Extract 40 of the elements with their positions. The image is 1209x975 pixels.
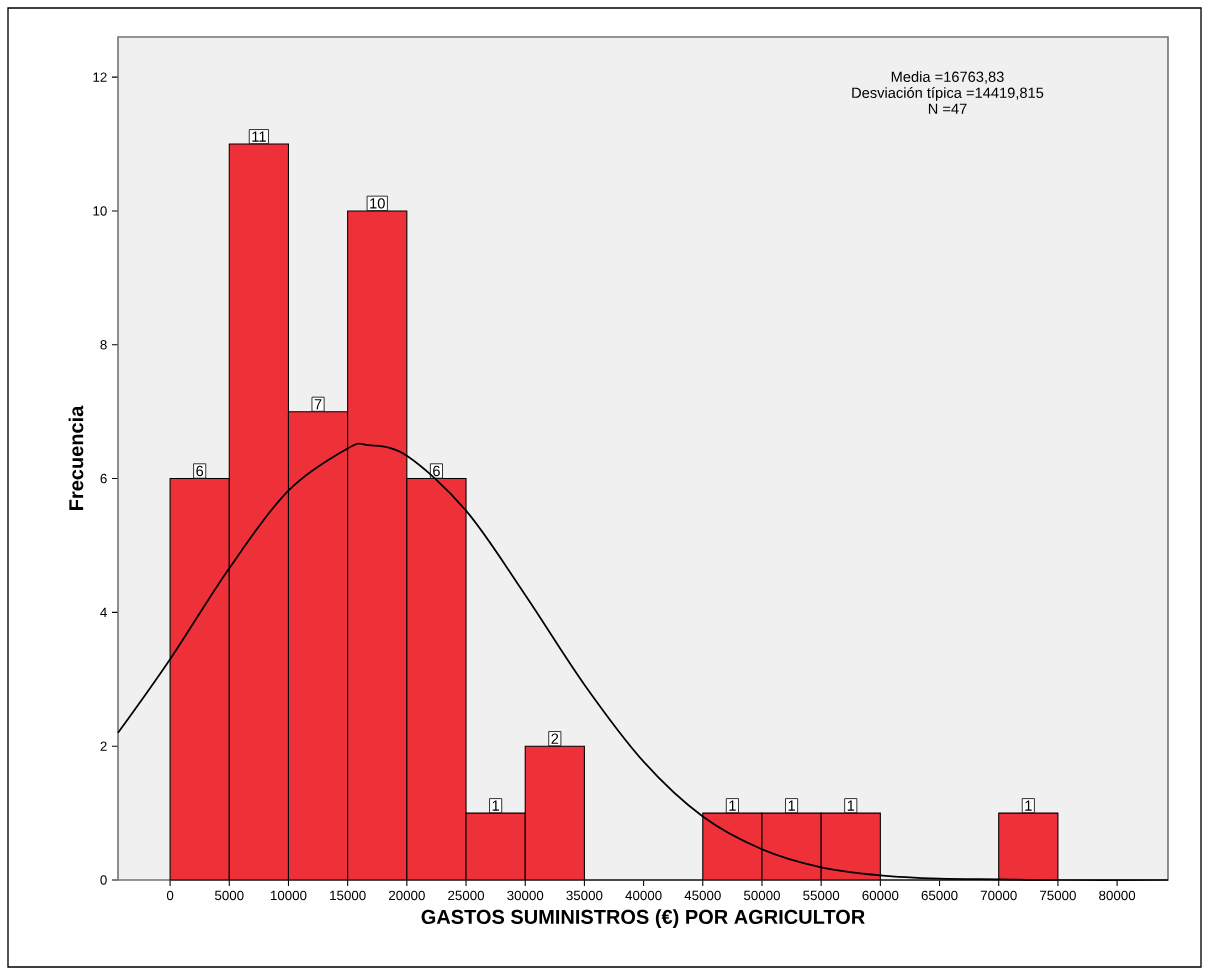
y-tick-label: 0 — [100, 875, 107, 885]
y-tick-label: 8 — [100, 340, 107, 350]
data-label: 1 — [1025, 800, 1032, 811]
x-tick-label: 20000 — [388, 890, 425, 901]
x-axis-title: GASTOS SUMINISTROS (€) POR AGRICULTOR — [421, 909, 865, 928]
x-tick-label: 40000 — [625, 890, 662, 901]
y-tick-label: 12 — [93, 72, 107, 82]
x-tick-label: 0 — [166, 890, 174, 901]
data-label: 6 — [433, 465, 440, 477]
x-tick-label: 25000 — [448, 890, 485, 901]
data-label: 1 — [492, 800, 499, 811]
x-tick-label: 50000 — [743, 890, 780, 901]
x-tick-label: 55000 — [803, 890, 840, 901]
annotation: Media =16763,83 — [891, 71, 1004, 84]
x-tick-label: 65000 — [921, 890, 958, 901]
x-tick-label: 75000 — [1040, 890, 1076, 901]
data-label: 2 — [551, 733, 559, 744]
x-tick-label: 35000 — [566, 890, 603, 901]
data-label: 6 — [196, 465, 204, 477]
x-tick-label: 5000 — [214, 890, 244, 901]
x-tick-label: 15000 — [330, 890, 366, 901]
y-tick-label: 4 — [100, 607, 107, 617]
x-tick-label: 70000 — [980, 890, 1017, 901]
data-label: 1 — [847, 800, 855, 811]
y-tick-label: 6 — [100, 473, 107, 484]
data-label: 11 — [252, 131, 266, 142]
x-tick-label: 10000 — [270, 890, 307, 901]
x-tick-label: 45000 — [684, 890, 721, 901]
data-label: 7 — [314, 399, 322, 410]
data-label: 1 — [729, 800, 736, 811]
data-label: 10 — [370, 198, 385, 209]
annotation: N =47 — [928, 103, 967, 114]
y-tick-label: 10 — [93, 206, 107, 216]
y-axis-title: Frecuencia — [68, 405, 84, 510]
data-label: 1 — [788, 800, 795, 811]
x-tick-label: 80000 — [1099, 890, 1136, 901]
annotation: Desviación típica =14419,815 — [852, 87, 1044, 101]
x-tick-label: 60000 — [862, 890, 899, 901]
x-tick-label: 30000 — [507, 890, 544, 901]
y-tick-label: 2 — [100, 741, 107, 751]
